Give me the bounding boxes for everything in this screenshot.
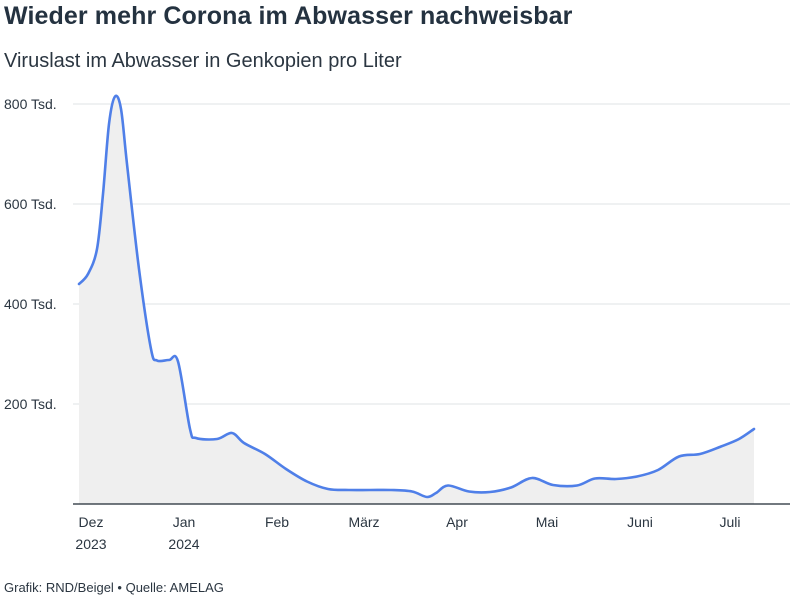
area-layer (77, 94, 756, 505)
source-footer: Grafik: RND/Beigel • Quelle: AMELAG (4, 580, 224, 595)
x-tick-label: Feb (265, 514, 289, 530)
x-axis-labels: Dez 2023 Jan 2024 Feb März Apr Mai Juni Juli (75, 514, 740, 552)
x-tick-label: Juli (719, 514, 740, 530)
x-tick-label: Apr (446, 514, 468, 530)
y-tick-label: 600 Tsd. (4, 196, 57, 212)
y-tick-label: 400 Tsd. (4, 296, 57, 312)
x-tick-label: März (348, 514, 379, 530)
gridlines (73, 103, 790, 405)
series-line (77, 94, 756, 499)
x-tick-label: Juni (627, 514, 653, 530)
x-tick-year-label: 2023 (75, 536, 106, 552)
x-tick-label: Mai (536, 514, 559, 530)
y-tick-label: 800 Tsd. (4, 96, 57, 112)
y-axis-labels: 200 Tsd. 400 Tsd. 600 Tsd. 800 Tsd. (4, 96, 57, 412)
x-tick-label: Jan (173, 514, 196, 530)
area-fill (79, 95, 754, 505)
chart-subtitle: Viruslast im Abwasser in Genkopien pro L… (4, 50, 402, 72)
chart-title: Wieder mehr Corona im Abwasser nachweisb… (4, 2, 573, 30)
x-tick-year-label: 2024 (168, 536, 199, 552)
y-tick-label: 200 Tsd. (4, 396, 57, 412)
x-tick-label: Dez (79, 514, 104, 530)
